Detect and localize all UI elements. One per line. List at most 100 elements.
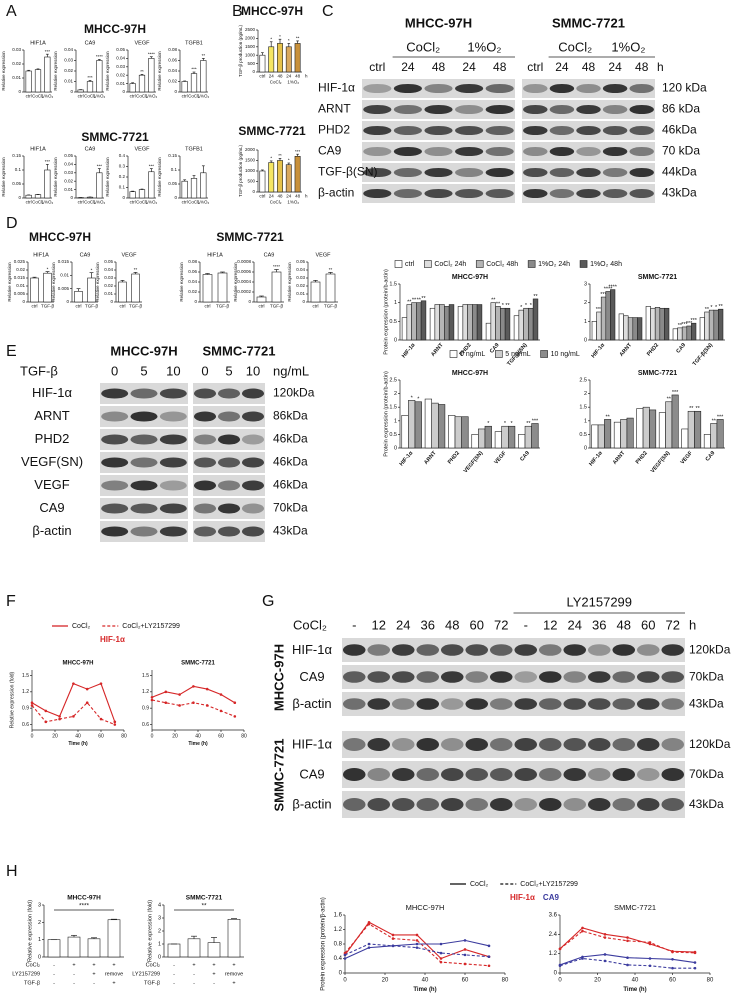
legend-swatch <box>579 260 588 268</box>
blot-band <box>424 146 453 157</box>
blot-band <box>342 798 366 811</box>
legend-label: CoCl₂ 48h <box>486 261 518 268</box>
y-axis-label: Relative expression <box>53 157 58 197</box>
blot-band <box>193 434 217 445</box>
bar <box>434 304 440 341</box>
blot-band <box>523 125 548 136</box>
blot-band <box>563 798 587 811</box>
x-tick-label: ARNT <box>619 342 634 358</box>
protein-label: HIF-1α <box>292 642 333 657</box>
bar <box>87 938 101 958</box>
x-tick-label: 40 <box>632 978 639 984</box>
cell-line: SMMC-7721 <box>203 343 276 358</box>
blot-band <box>485 167 514 178</box>
x-tick-label: 24 <box>269 74 275 79</box>
lane-label: 12 <box>372 617 386 632</box>
x-tick-label: CoCl₂ <box>32 200 44 205</box>
y-axis-label: Relative expression <box>7 262 12 302</box>
x-tick-label: 40 <box>195 733 201 739</box>
bar <box>596 311 602 341</box>
bar <box>591 321 597 341</box>
blot-band <box>576 125 601 136</box>
y-tick-label: 1.5 <box>22 673 29 679</box>
panel-label: C <box>322 3 334 20</box>
bar <box>654 307 661 341</box>
y-tick-label: 0.04 <box>64 47 73 52</box>
panel-label: D <box>6 215 18 232</box>
y-tick-label: 0 <box>339 971 343 977</box>
significance: *** <box>45 159 51 164</box>
blot-band <box>485 83 514 94</box>
blot-band <box>523 146 548 157</box>
x-tick-label: CoCl₂ <box>136 200 148 205</box>
y-tick-label: 0.02 <box>296 283 305 288</box>
y-tick-label: 1 <box>394 300 397 306</box>
section-title: SMMC-7721 <box>81 130 149 144</box>
point <box>367 942 371 946</box>
bar <box>494 431 502 449</box>
x-tick-label: 80 <box>502 978 509 984</box>
point <box>603 953 607 956</box>
bar <box>25 194 32 199</box>
point <box>219 693 223 696</box>
y-axis-label: Relative expression <box>105 157 110 197</box>
lane-label: 24 <box>568 617 582 632</box>
bar <box>408 400 416 449</box>
y-axis-label: Relative expression <box>53 51 58 91</box>
x-tick-label: VEGF <box>680 450 695 466</box>
blot-band <box>523 104 548 115</box>
bar <box>716 419 724 449</box>
series-line <box>151 685 236 704</box>
blot-band <box>424 188 453 199</box>
condition-value: + <box>232 980 235 986</box>
point <box>85 701 89 705</box>
blot-band <box>612 671 636 683</box>
bar <box>518 309 524 341</box>
significance: *** <box>717 414 724 420</box>
condition-value: - <box>73 971 75 977</box>
significance: ** <box>278 153 282 158</box>
group-label: 1%O₂ <box>287 80 299 85</box>
y-tick-label: 0 <box>122 195 125 200</box>
y-tick-label: 0.03 <box>296 275 305 280</box>
y-tick-label: 1 <box>38 937 41 943</box>
y-tick-label: 0.02 <box>64 178 73 183</box>
lane-label: 24 <box>396 617 410 632</box>
size-label: 43kDa <box>273 524 308 538</box>
y-tick-label: 1000 <box>245 52 256 57</box>
y-tick-label: 1 <box>584 418 587 424</box>
y-tick-label: 0.05 <box>12 181 21 186</box>
bar <box>699 317 705 341</box>
point <box>58 717 61 721</box>
bar <box>107 919 121 958</box>
significance: ** <box>605 414 610 420</box>
point <box>648 964 652 968</box>
y-tick-label: 1.5 <box>142 673 149 679</box>
lane-label: 48 <box>582 60 596 74</box>
blot-band <box>549 104 575 115</box>
blot-band <box>101 411 129 422</box>
point <box>439 951 443 955</box>
y-tick-label: 0.01 <box>60 273 69 278</box>
bar <box>439 304 445 341</box>
size-label: 120kDa <box>689 643 731 657</box>
size-label: 43kDa <box>689 697 724 711</box>
blot-band <box>159 480 187 491</box>
x-tick-label: ctrl <box>313 304 319 309</box>
bar <box>710 423 718 449</box>
legend-label: CoCl₂ 24h <box>434 261 466 268</box>
blot-band <box>485 146 514 157</box>
point <box>192 685 195 688</box>
bar <box>708 309 715 341</box>
blot-band <box>563 644 587 656</box>
bar <box>448 304 455 341</box>
blot-band <box>489 644 513 656</box>
point <box>603 936 607 939</box>
lane-label: 0 <box>111 363 118 378</box>
significance: * <box>288 158 290 163</box>
blot-band <box>241 388 265 399</box>
blot-band <box>455 83 484 94</box>
blot-band <box>367 738 391 751</box>
protein-label: CA9 <box>299 766 324 781</box>
bar <box>277 43 283 73</box>
